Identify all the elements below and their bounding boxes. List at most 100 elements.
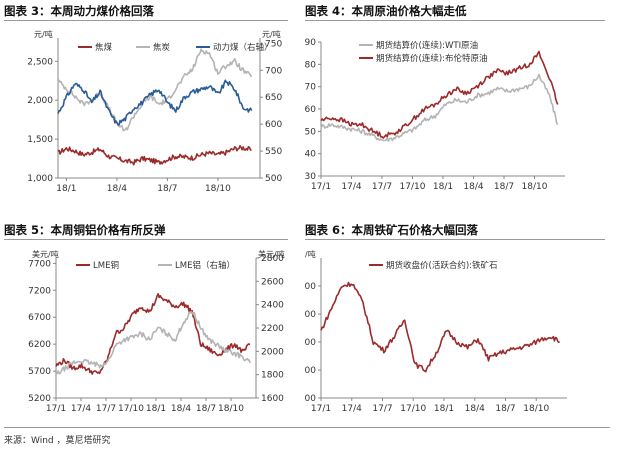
chart-1-svg: 元/吨 元/吨 1,000 1,500 2,000 2,500 500 550 600 650 70… (27, 29, 282, 194)
chart-1-title-divider (4, 20, 288, 21)
y-tick-label-left: 2,000 (27, 96, 53, 106)
series-line-1 (320, 73, 559, 142)
x-tick-label: 18/7 (157, 184, 177, 194)
y-tick-label-left: 500 (305, 338, 316, 348)
x-tick-label: 18/1 (56, 184, 76, 194)
chart-3-title-divider (4, 239, 288, 240)
y-tick-label-right: 650 (265, 93, 282, 103)
legend-label-1: 焦煤 (95, 42, 113, 53)
legend-label-2: 焦炭 (153, 42, 171, 53)
y-unit-left: 美元/吨 (32, 249, 59, 259)
y-tick-label-left: 2,500 (27, 57, 53, 67)
y-tick-label-left: 700 (305, 282, 316, 292)
y-unit-right: 元/吨 (262, 29, 281, 39)
y-tick-label-right: 2800 (261, 254, 284, 264)
x-tick-label: 18/1 (146, 404, 166, 414)
x-tick-label: 18/4 (463, 182, 483, 192)
series-line-3 (57, 79, 253, 126)
series-line-2 (320, 50, 559, 139)
y-tick-label-left: 80 (305, 60, 316, 70)
y-tick-label-left: 5200 (28, 394, 51, 404)
chart-4-title-divider (305, 239, 605, 240)
series-line-2 (55, 311, 251, 375)
y-tick-label-left: 300 (305, 394, 316, 404)
y-tick-label-right: 2200 (261, 324, 284, 334)
y-tick-label-left: 30 (305, 172, 316, 182)
x-tick-label: 18/1 (434, 404, 454, 414)
y-tick-label-left: 40 (305, 150, 316, 160)
x-tick-label: 17/10 (400, 404, 426, 414)
chart-2-title-divider (305, 20, 605, 21)
y-unit-left: 元/吨 (305, 249, 316, 259)
x-tick-label: 18/7 (494, 182, 514, 192)
y-tick-label-left: 7700 (28, 259, 51, 269)
y-tick-label-right: 2000 (261, 347, 284, 357)
y-unit-left: 元/吨 (34, 29, 53, 39)
x-tick-label: 17/4 (341, 182, 361, 192)
chart-2-title: 图表 4：本周原油价格大幅走低 (305, 4, 467, 18)
legend-label-1: LME铜 (93, 260, 119, 271)
y-tick-label-left: 90 (305, 38, 316, 48)
legend-label-2: LME铝（右轴） (175, 260, 235, 271)
y-tick-label-left: 60 (305, 105, 316, 115)
y-tick-label-left: 6200 (28, 340, 51, 350)
legend-label-1: 期货结算价(连续):WTI原油 (376, 40, 478, 51)
y-unit-right: 美元/吨 (258, 249, 285, 259)
x-tick-label: 17/7 (372, 404, 392, 414)
y-tick-label-left: 1,500 (27, 135, 53, 145)
x-tick-label: 18/1 (433, 182, 453, 192)
y-tick-label-right: 1600 (261, 394, 284, 404)
chart-3-plot: 美元/吨 美元/吨 5200 5700 6200 6700 7200 7700 1600 1800… (4, 246, 294, 424)
y-tick-label-left: 400 (305, 366, 316, 376)
y-tick-label-left: 5700 (28, 367, 51, 377)
y-tick-label-right: 750 (265, 39, 282, 49)
x-tick-label: 17/10 (400, 182, 426, 192)
legend-label-1: 期货收盘价(活跃合约):铁矿石 (386, 260, 498, 271)
chart-1-plot: 元/吨 元/吨 1,000 1,500 2,000 2,500 500 550 600 650 70… (4, 26, 294, 206)
chart-2-svg: 30 40 50 60 70 80 90 17/1 17/4 17/7 17/10 18/1 18/4 1… (305, 38, 565, 192)
series-line-2 (57, 48, 253, 132)
y-tick-label-left: 600 (305, 310, 316, 320)
x-tick-label: 17/1 (46, 404, 66, 414)
x-tick-label: 17/10 (118, 404, 144, 414)
chart-4-plot: 元/吨 300 400 500 600 700 17/1 17/4 17/7 17/10 18/1 1… (305, 246, 610, 424)
y-tick-label-right: 500 (265, 174, 282, 184)
x-tick-label: 17/1 (311, 182, 331, 192)
x-tick-label: 18/10 (522, 182, 548, 192)
source-note: 来源：Wind ，莫尼塔研究 (4, 436, 111, 446)
x-tick-label: 18/7 (495, 404, 515, 414)
x-tick-label: 18/7 (196, 404, 216, 414)
y-tick-label-right: 2400 (261, 301, 284, 311)
y-tick-label-left: 7200 (28, 286, 51, 296)
y-tick-label-left: 70 (305, 83, 316, 93)
y-tick-label-right: 600 (265, 120, 282, 130)
series-line-1 (55, 293, 250, 375)
x-tick-label: 18/10 (218, 404, 244, 414)
x-tick-label: 17/4 (71, 404, 91, 414)
x-tick-label: 17/1 (311, 404, 331, 414)
x-tick-label: 17/4 (342, 404, 362, 414)
y-tick-label-right: 700 (265, 66, 282, 76)
y-tick-label-right: 2600 (261, 277, 284, 287)
y-tick-label-right: 550 (265, 147, 282, 157)
series-line-1 (320, 281, 560, 373)
x-tick-label: 18/4 (465, 404, 485, 414)
bottom-divider (4, 427, 610, 428)
y-tick-label-left: 1,000 (27, 174, 53, 184)
x-tick-label: 17/7 (372, 182, 392, 192)
y-tick-label-left: 50 (305, 127, 316, 137)
x-tick-label: 18/10 (523, 404, 549, 414)
chart-4-svg: 元/吨 300 400 500 600 700 17/1 17/4 17/7 17/10 18/1 1… (305, 249, 567, 414)
chart-3-svg: 美元/吨 美元/吨 5200 5700 6200 6700 7200 7700 1600 1800… (28, 249, 285, 414)
chart-1-title: 图表 3：本周动力煤价格回落 (4, 4, 155, 18)
legend-label-3: 动力煤（右轴） (213, 42, 273, 53)
x-tick-label: 18/10 (205, 184, 231, 194)
chart-2-plot: 30 40 50 60 70 80 90 17/1 17/4 17/7 17/10 18/1 18/4 1… (305, 26, 610, 206)
y-tick-label-left: 6700 (28, 313, 51, 323)
legend-label-2: 期货结算价(连续):布伦特原油 (376, 53, 488, 64)
x-tick-label: 18/4 (171, 404, 191, 414)
chart-4-title: 图表 6：本周铁矿石价格大幅回落 (305, 223, 479, 237)
y-tick-label-right: 1800 (261, 371, 284, 381)
series-line-1 (57, 145, 252, 166)
chart-3-title: 图表 5：本周铜铝价格有所反弹 (4, 223, 166, 237)
